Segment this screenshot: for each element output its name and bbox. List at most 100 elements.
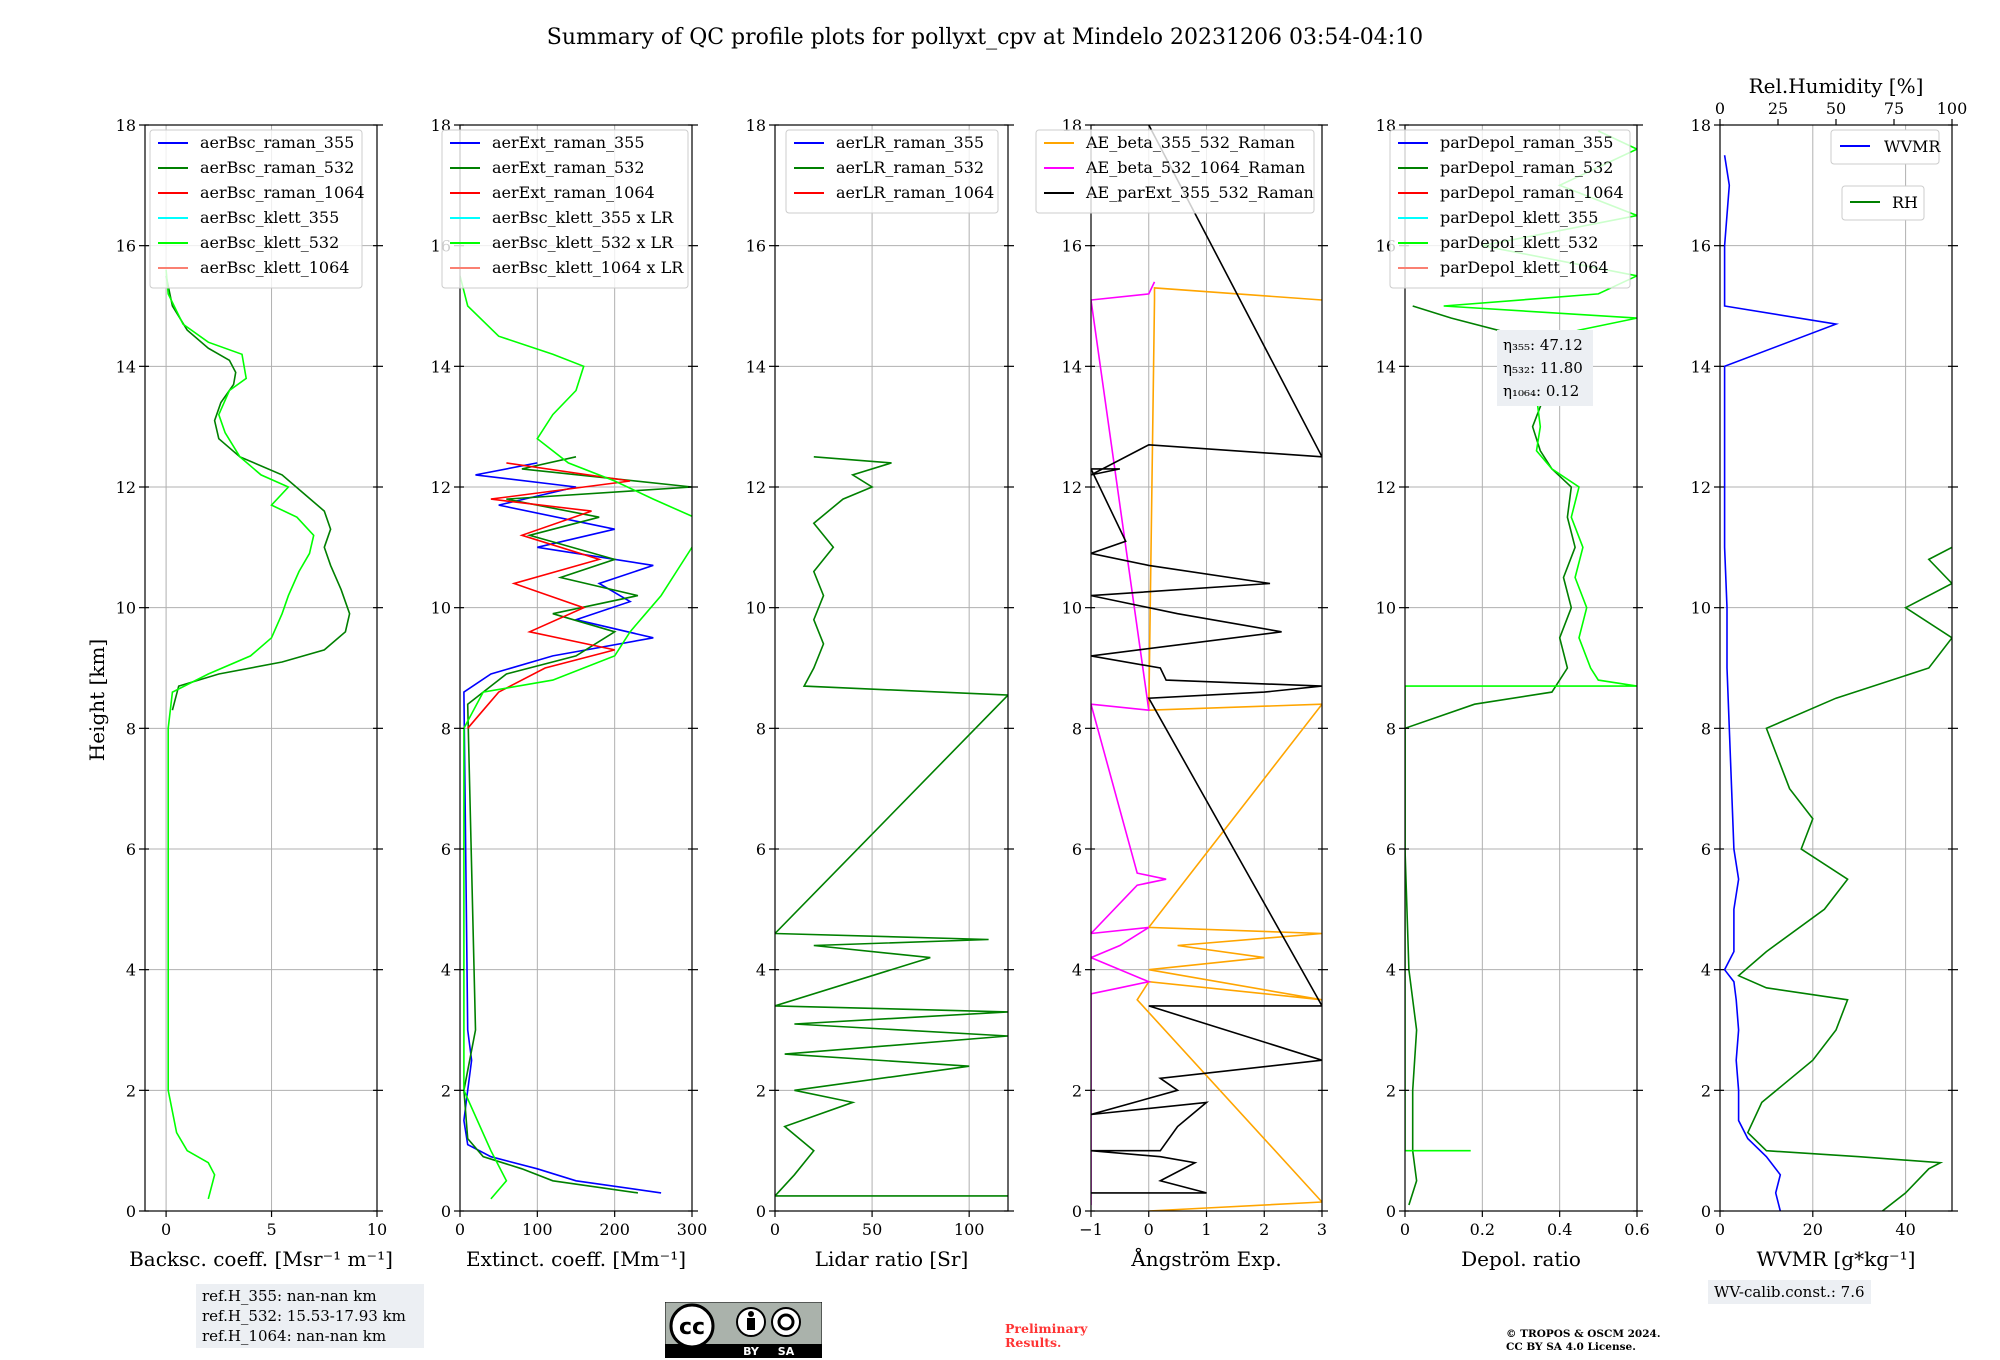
y-tick-label: 4 — [1072, 961, 1082, 980]
y-tick-label: 8 — [1701, 719, 1711, 738]
x-tick-label: −1 — [1079, 1220, 1103, 1239]
series-line-angstrom-2 — [1091, 125, 1322, 1194]
y-tick-label: 4 — [1701, 961, 1711, 980]
panel-lidar_ratio: 0 2 4 6 8 10 12 14 16 18 0 50 100 Lidar ratio [Sr] aer… — [746, 116, 1014, 1271]
series-line-extinction-1 — [463, 456, 692, 1194]
y-tick-label: 10 — [746, 599, 766, 618]
series-line-angstrom-1 — [1091, 281, 1167, 1205]
y-tick-label: 14 — [1691, 357, 1711, 376]
series-group — [775, 456, 1008, 1197]
x-axis-label: Backsc. coeff. [Msr⁻¹ m⁻¹] — [129, 1247, 393, 1271]
series-line-extinction-2 — [467, 462, 631, 729]
y-tick-label: 2 — [1072, 1081, 1082, 1100]
legend-label: aerLR_raman_532 — [836, 158, 984, 177]
legend-label: aerBsc_klett_355 x LR — [492, 208, 674, 227]
eta-value: η₁₀₆₄: 0.12 — [1503, 382, 1579, 400]
y-tick-label: 0 — [1386, 1202, 1396, 1221]
y-tick-label: 18 — [1691, 116, 1711, 135]
legend-label: aerBsc_raman_1064 — [200, 183, 365, 202]
series-line-extinction-4 — [460, 275, 692, 1200]
series-group — [460, 275, 692, 1200]
x-tick-label: 0.2 — [1470, 1220, 1495, 1239]
series-line-backscatter-1 — [165, 275, 351, 711]
legend-label: parDepol_klett_355 — [1440, 208, 1598, 227]
legend-box — [1830, 129, 1940, 165]
x-tick-label: 0.4 — [1547, 1220, 1572, 1239]
y-tick-label: 10 — [1376, 599, 1396, 618]
y-tick-label: 0 — [756, 1202, 766, 1221]
axes-frame — [774, 124, 1009, 1212]
y-tick-label: 12 — [116, 478, 136, 497]
legend-label: aerLR_raman_1064 — [836, 183, 994, 202]
cc-sa-label: SA — [778, 1345, 795, 1358]
series-group — [1091, 125, 1322, 1211]
legend-box — [1841, 185, 1925, 221]
y-tick-label: 16 — [1691, 237, 1711, 256]
x2-tick-label: 50 — [1826, 99, 1846, 118]
x-axis-label: Lidar ratio [Sr] — [815, 1247, 969, 1271]
y-tick-label: 6 — [126, 840, 136, 859]
preliminary-line-2: Results. — [1005, 1335, 1062, 1350]
cc-logo-text: cc — [679, 1315, 705, 1340]
ref-height-355: ref.H_355: nan-nan km — [202, 1287, 377, 1305]
wv-calibration-box: WV-calib.const.: 7.6 — [1708, 1280, 1871, 1304]
eta-value: η₅₃₂: 11.80 — [1503, 359, 1583, 377]
legend-label: AE_beta_355_532_Raman — [1085, 133, 1295, 152]
x-tick-label: 40 — [1895, 1220, 1915, 1239]
legend-box — [1389, 129, 1631, 289]
legend-label: aerBsc_klett_355 — [200, 208, 339, 227]
x-tick-label: 200 — [599, 1220, 630, 1239]
y-tick-label: 10 — [1062, 599, 1082, 618]
preliminary-notice: Preliminary Results. — [1005, 1322, 1087, 1350]
legend-wvmr: WVMR — [1830, 129, 1941, 165]
series-line-backscatter-4 — [165, 269, 315, 1200]
axes-frame — [1719, 124, 1953, 1212]
y-tick-label: 14 — [1062, 357, 1082, 376]
x-tick-label: 0.6 — [1624, 1220, 1649, 1239]
y-tick-label: 10 — [1691, 599, 1711, 618]
panel-backscatter: 0 2 4 6 8 10 12 14 16 18 0 5 10 Backsc. coeff. [Msr⁻¹… — [116, 116, 393, 1271]
x2-tick-label: 75 — [1884, 99, 1904, 118]
y-tick-label: 14 — [116, 357, 136, 376]
y-tick-label: 10 — [431, 599, 451, 618]
y-tick-label: 12 — [746, 478, 766, 497]
y-tick-label: 14 — [746, 357, 766, 376]
ref-height-532: ref.H_532: 15.53-17.93 km — [202, 1307, 406, 1325]
x-tick-label: 100 — [522, 1220, 553, 1239]
y-tick-label: 0 — [441, 1202, 451, 1221]
y-tick-label: 2 — [756, 1081, 766, 1100]
axes-frame — [459, 124, 693, 1212]
x-tick-label: 0 — [1400, 1220, 1410, 1239]
y-tick-label: 18 — [746, 116, 766, 135]
y-tick-label: 6 — [1072, 840, 1082, 859]
y-tick-label: 6 — [441, 840, 451, 859]
series-line-wvmr_rh-0 — [1723, 155, 1840, 1211]
y-tick-label: 2 — [1386, 1081, 1396, 1100]
y-tick-label: 0 — [1701, 1202, 1711, 1221]
y-tick-label: 14 — [1376, 357, 1396, 376]
legend-label: RH — [1892, 193, 1918, 212]
x-axis-label: WVMR [g*kg⁻¹] — [1757, 1247, 1916, 1271]
y-tick-label: 16 — [116, 237, 136, 256]
legend-label: parDepol_klett_1064 — [1440, 258, 1609, 277]
reference-heights-box: ref.H_355: nan-nan km ref.H_532: 15.53-1… — [196, 1284, 424, 1348]
x-tick-label: 100 — [954, 1220, 985, 1239]
x-tick-label: 5 — [266, 1220, 276, 1239]
figure-title: Summary of QC profile plots for pollyxt_… — [547, 25, 1423, 50]
y-tick-label: 2 — [126, 1081, 136, 1100]
y-tick-label: 8 — [1386, 719, 1396, 738]
legend-label: aerBsc_klett_532 — [200, 233, 339, 252]
copyright-notice: © TROPOS & OSCM 2024. CC BY SA 4.0 Licen… — [1506, 1328, 1661, 1354]
legend-label: WVMR — [1884, 137, 1941, 156]
legend-label: AE_parExt_355_532_Raman — [1085, 183, 1314, 202]
x-tick-label: 10 — [367, 1220, 387, 1239]
legend-extinction: aerExt_raman_355 aerExt_raman_532 aerExt_r… — [441, 129, 689, 289]
ref-height-1064: ref.H_1064: nan-nan km — [202, 1327, 387, 1345]
axes-frame — [144, 124, 378, 1212]
series-line-depol-1 — [1405, 305, 1576, 1206]
legend-label: parDepol_raman_1064 — [1440, 183, 1624, 202]
